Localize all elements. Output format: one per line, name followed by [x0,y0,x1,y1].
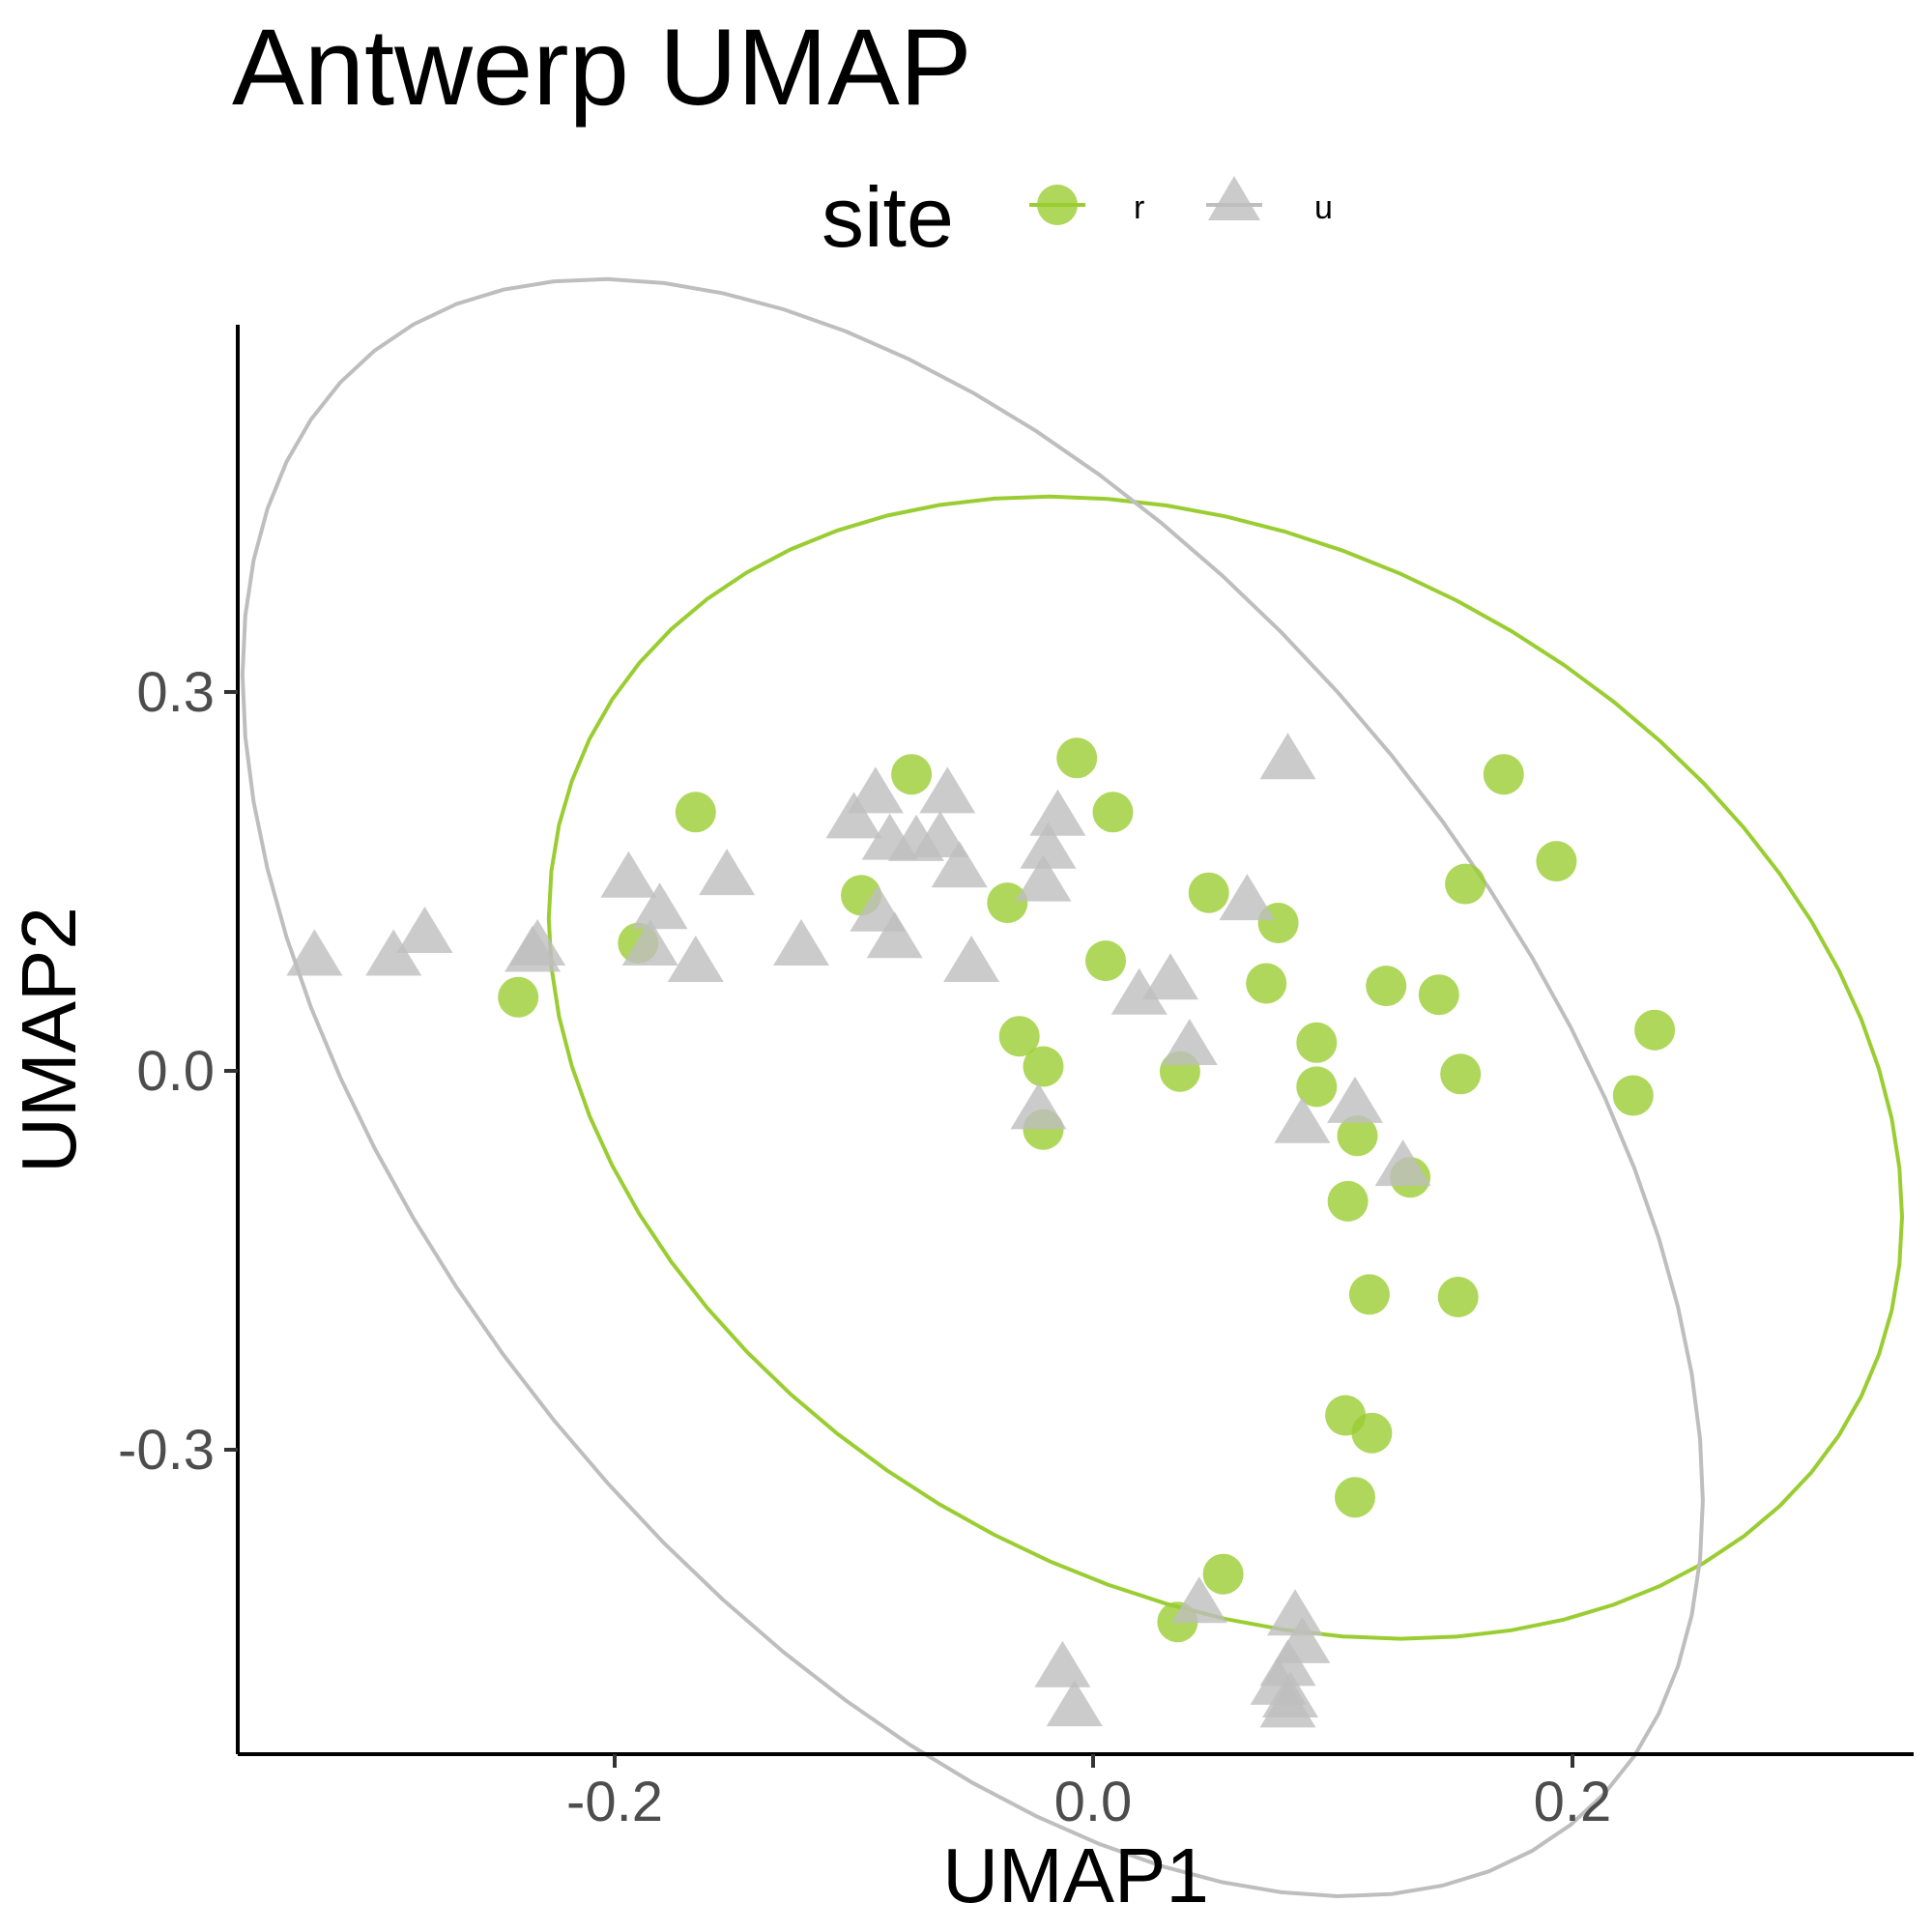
data-point-r [1351,1412,1393,1454]
data-point-r [1445,863,1486,905]
data-point-r [1366,966,1407,1007]
data-point-r [1296,1022,1338,1063]
data-point-u [1110,967,1168,1015]
data-point-u [931,841,988,888]
y-axis-title: UMAP2 [6,907,92,1173]
data-point-u [1010,1082,1067,1130]
data-point-u [1161,1019,1218,1065]
data-point-r [1536,841,1577,882]
data-point-r [498,976,539,1018]
legend-key-r [1037,185,1078,225]
x-axis-title: UMAP1 [942,1832,1209,1918]
data-point-r [1437,1277,1479,1317]
points-layer [286,733,1676,1728]
data-point-r [1092,792,1134,833]
data-point-u [866,911,923,959]
chart-title: Antwerp UMAP [232,7,972,128]
axes: -0.2 0.0 0.2 -0.3 0.0 0.3 UMAP1 UMAP2 [6,325,1914,1918]
data-point-u [1259,733,1316,780]
data-point-u [1274,1096,1331,1143]
y-tick-label: -0.3 [118,1419,215,1482]
data-point-r [998,1016,1040,1057]
data-point-r [891,754,933,795]
data-point-r [1202,1553,1244,1595]
data-point-u [600,851,657,898]
data-point-u [699,849,756,896]
legend-title: site [822,169,954,265]
data-point-u [365,929,422,976]
y-tick-label: 0.0 [136,1040,215,1103]
data-point-r [1634,1009,1676,1051]
data-point-r [1246,963,1287,1004]
data-point-u [825,792,882,839]
data-point-u [1170,1576,1227,1624]
data-point-u [1274,1616,1331,1663]
data-point-u [911,811,968,857]
data-point-u [1327,1076,1383,1123]
data-point-u [1015,854,1072,902]
data-point-u [667,936,724,982]
legend: site r u [822,169,1333,265]
data-point-u [505,925,562,972]
data-point-r [1056,737,1098,779]
data-point-u [847,766,904,814]
data-point-u [286,929,343,976]
data-point-r [1483,754,1524,795]
data-point-r [675,792,716,833]
x-tick-label: 0.2 [1534,1771,1612,1833]
data-point-u [1034,1640,1091,1687]
data-point-r [1188,872,1229,913]
ellipse-r [546,494,1905,1641]
data-point-r [1612,1075,1654,1116]
y-tick-label: 0.3 [136,661,215,724]
data-point-u [1029,789,1086,836]
data-point-u [631,882,688,930]
data-point-r [1418,974,1459,1016]
data-point-u [773,919,829,966]
data-point-u [1267,1589,1323,1636]
data-point-u [1219,874,1276,921]
data-point-r [1327,1180,1369,1222]
data-point-r [1335,1477,1375,1518]
data-point-u [943,936,1000,982]
data-point-r [987,882,1028,924]
data-point-u [621,919,678,966]
ellipse-u [240,276,1705,1899]
data-point-u [1142,953,1198,1000]
data-point-u [1046,1680,1103,1727]
data-point-u [1259,1681,1316,1728]
data-point-r [1348,1274,1390,1315]
data-point-r [1337,1115,1378,1157]
data-point-u [1374,1139,1431,1187]
data-point-u [919,766,976,814]
data-point-r [1085,940,1126,982]
data-point-r [1296,1066,1338,1108]
ellipses-layer [240,276,1905,1899]
data-point-r [1440,1053,1482,1095]
legend-key-u [1208,176,1260,220]
legend-label-r: r [1134,189,1144,226]
data-point-r [1023,1046,1064,1087]
x-tick-label: 0.0 [1054,1771,1133,1833]
x-tick-label: -0.2 [566,1771,663,1833]
data-point-u [396,907,453,953]
data-point-u [1020,822,1077,869]
legend-label-u: u [1314,189,1333,226]
